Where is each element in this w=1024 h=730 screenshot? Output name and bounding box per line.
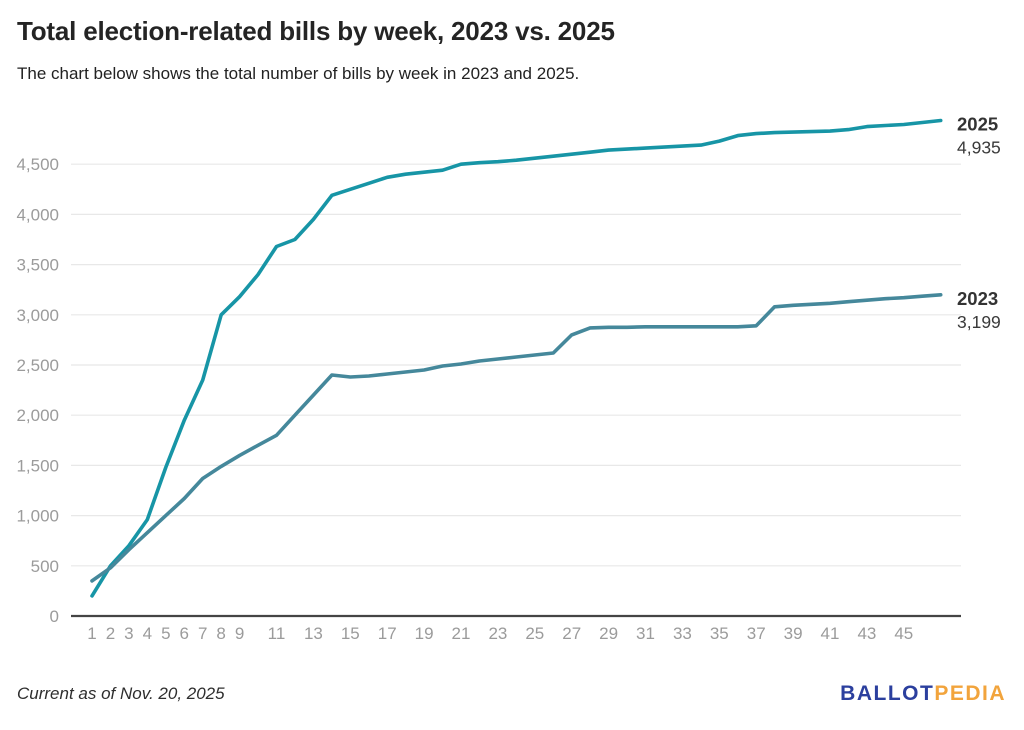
x-tick-label: 37 [747,624,766,643]
y-tick-label: 3,500 [16,256,59,275]
series-line-2023 [90,293,943,583]
x-tick-label: 33 [673,624,692,643]
y-tick-label: 4,000 [16,205,59,224]
y-tick-label: 0 [50,607,59,626]
x-tick-label: 13 [304,624,323,643]
x-tick-label: 39 [784,624,803,643]
y-tick-label: 1,500 [16,456,59,475]
x-tick-label: 27 [562,624,581,643]
x-tick-label: 23 [488,624,507,643]
x-tick-label: 11 [268,624,286,643]
y-tick-label: 4,500 [16,155,59,174]
x-tick-label: 35 [710,624,729,643]
x-tick-label: 43 [857,624,876,643]
series-value-2025: 4,935 [957,138,1001,158]
x-tick-label: 29 [599,624,618,643]
x-tick-label: 9 [235,624,244,643]
x-tick-label: 45 [894,624,913,643]
y-tick-label: 1,000 [16,507,59,526]
y-tick-label: 500 [31,557,59,576]
x-tick-label: 15 [341,624,360,643]
x-tick-label: 19 [415,624,434,643]
x-tick-label: 31 [636,624,655,643]
x-tick-label: 2 [106,624,115,643]
x-tick-label: 7 [198,624,207,643]
series-value-2023: 3,199 [957,312,1001,332]
chart-subtitle: The chart below shows the total number o… [17,64,580,83]
y-tick-label: 2,500 [16,356,59,375]
ballotpedia-logo: BALLOTPEDIA [840,682,1006,706]
footer: Current as of Nov. 20, 2025 BALLOTPEDIA [17,682,1006,706]
y-tick-label: 2,000 [16,406,59,425]
line-chart: 0 500 1,000 1,500 2,000 2,500 3,000 3,500 4,000 4… [16,114,1001,643]
x-tick-label: 17 [378,624,397,643]
x-tick-label: 6 [180,624,189,643]
x-tick-label: 25 [525,624,544,643]
x-tick-label: 4 [143,624,152,643]
x-tick-label: 1 [87,624,96,643]
y-tick-label: 3,000 [16,306,59,325]
series-label-2025: 2025 [957,114,998,135]
x-tick-label: 41 [821,624,840,643]
series-line-2025 [90,118,943,598]
x-tick-label: 5 [161,624,170,643]
x-tick-label: 21 [452,624,471,643]
logo-pedia-text: PEDIA [934,682,1006,705]
logo-ballot-text: BALLOT [840,682,935,705]
series-label-2023: 2023 [957,288,998,309]
current-as-of-note: Current as of Nov. 20, 2025 [17,684,225,703]
x-tick-label: 8 [216,624,225,643]
chart-title: Total election-related bills by week, 20… [17,16,615,46]
x-tick-label: 3 [124,624,133,643]
